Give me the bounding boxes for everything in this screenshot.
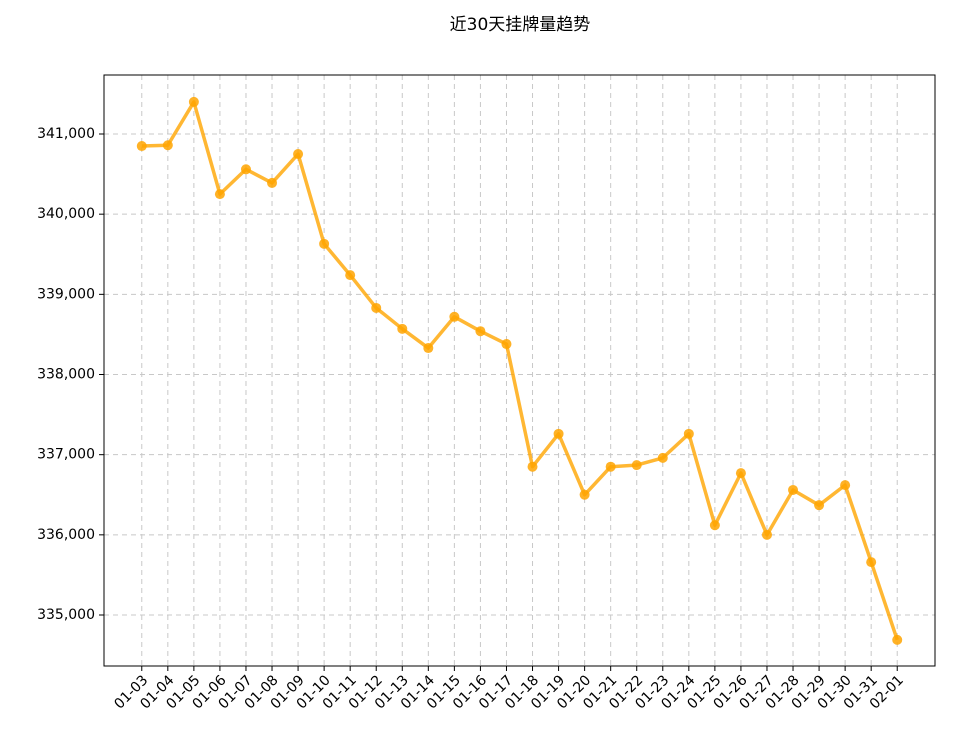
chart-title: 近30天挂牌量趋势 [450,15,591,35]
line [141,100,899,641]
marker [501,339,512,350]
marker [214,189,225,200]
y-tick-label: 339,000 [37,286,95,302]
marker [475,326,486,337]
marker [761,529,772,540]
y-tick-label: 338,000 [37,367,95,383]
marker [866,557,877,568]
y-tick-label: 336,000 [37,527,95,543]
marker [814,500,825,511]
marker [527,461,538,472]
y-tick-label: 340,000 [37,206,95,222]
plot-frame [103,74,936,667]
marker [345,270,356,281]
marker [423,343,434,354]
marker [449,311,460,322]
marker [240,164,251,175]
marker [136,141,147,152]
y-tick-label: 335,000 [37,607,95,623]
marker [267,177,278,188]
marker [709,520,720,531]
marker [657,452,668,463]
y-tick-label: 337,000 [37,447,95,463]
marker [293,149,304,160]
marker [371,302,382,313]
y-tick-label: 341,000 [37,126,95,142]
marker [162,140,173,151]
marker [683,428,694,439]
marker [788,484,799,495]
marker [735,468,746,479]
marker [840,480,851,491]
marker [631,460,642,471]
marker [605,461,616,472]
marker [397,323,408,334]
marker [319,238,330,249]
marker [892,634,903,645]
marker [553,428,564,439]
marker [188,96,199,107]
marker [579,489,590,500]
